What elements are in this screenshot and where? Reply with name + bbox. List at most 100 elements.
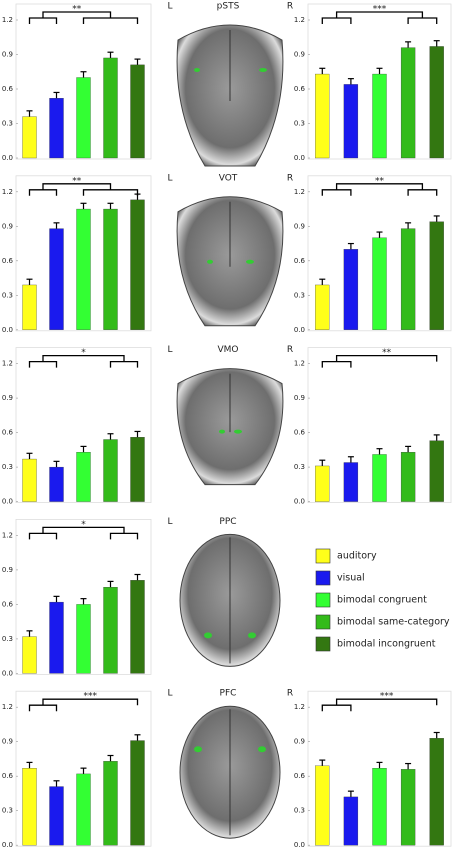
bar [49, 98, 64, 159]
significance: ** [72, 176, 82, 186]
y-tick-label: 0.6 [2, 772, 14, 780]
bar [343, 249, 359, 330]
y-tick-label: 0.9 [294, 51, 305, 59]
legend-swatch [315, 570, 331, 586]
bracket [28, 17, 58, 24]
plot-frame [307, 175, 452, 332]
activation [234, 429, 242, 434]
bar [343, 462, 359, 502]
bar [130, 64, 145, 159]
bar [315, 73, 330, 159]
significance: ** [375, 176, 385, 186]
y-tick-label: 0.3 [2, 807, 13, 815]
bar [372, 237, 387, 330]
bar [22, 458, 37, 502]
bracket [407, 189, 438, 196]
y-tick-label: 0.3 [2, 291, 13, 299]
bar [130, 199, 145, 330]
y-tick-label: 0.6 [2, 429, 14, 437]
y-tick-label: 0.0 [2, 669, 13, 677]
legend-label: visual [337, 573, 365, 584]
activation [194, 746, 202, 753]
legend-label: bimodal congruent [337, 595, 427, 606]
hemisphere-label: L [167, 517, 172, 527]
y-tick-label: 0.3 [2, 463, 13, 471]
activation [194, 68, 200, 72]
y-tick-label: 0.3 [2, 120, 13, 128]
y-tick-label: 0.6 [2, 600, 14, 608]
bracket [42, 11, 112, 18]
y-tick-label: 0.0 [294, 841, 305, 849]
y-tick-label: 0.0 [294, 326, 305, 334]
y-tick-label: 0.9 [294, 738, 305, 746]
bracket [42, 526, 125, 534]
bar [315, 284, 330, 330]
y-tick-label: 0.6 [294, 257, 306, 265]
y-tick-label: 0.3 [294, 807, 305, 815]
bar [372, 454, 387, 502]
bar [22, 768, 37, 846]
significance: ** [72, 5, 82, 15]
bar [400, 451, 416, 502]
y-tick-label: 0.0 [294, 154, 305, 162]
significance: * [81, 348, 86, 358]
plot-frame [307, 347, 452, 504]
bracket [335, 354, 438, 362]
bracket [28, 532, 58, 540]
significance: ** [382, 348, 392, 358]
bar [400, 47, 416, 159]
bracket [28, 360, 58, 368]
y-tick-label: 0.6 [294, 429, 306, 437]
plot-frame [15, 3, 152, 160]
plot-frame [15, 347, 152, 504]
y-tick-label: 0.9 [2, 738, 13, 746]
y-tick-label: 1.2 [2, 360, 13, 368]
y-tick-label: 0.6 [2, 85, 14, 93]
bar [343, 84, 359, 159]
bracket [335, 183, 424, 190]
hemisphere-label: R [287, 2, 293, 12]
bar [49, 228, 64, 330]
bar [429, 738, 444, 846]
bracket [407, 17, 438, 24]
y-tick-label: 0.0 [2, 841, 13, 849]
bar [49, 466, 64, 502]
y-tick-label: 0.6 [294, 85, 306, 93]
bar [130, 580, 145, 674]
bar [103, 587, 118, 674]
plot-frame [15, 690, 152, 847]
bracket [321, 704, 352, 712]
hemisphere-label: L [167, 689, 172, 699]
bracket [28, 189, 58, 196]
hemisphere-label: L [167, 345, 172, 355]
y-tick-label: 0.9 [2, 222, 13, 230]
significance: *** [84, 692, 98, 702]
y-tick-label: 1.2 [294, 188, 305, 196]
bar [76, 77, 91, 159]
y-tick-label: 0.9 [294, 222, 305, 230]
bar [372, 768, 387, 846]
bar [76, 604, 91, 674]
hemisphere-label: R [287, 173, 293, 183]
y-tick-label: 0.3 [294, 463, 305, 471]
plot-frame [307, 3, 452, 160]
significance: *** [380, 692, 394, 702]
y-tick-label: 0.9 [2, 394, 13, 402]
activation [219, 429, 225, 434]
bar [400, 769, 416, 846]
y-tick-label: 0.6 [2, 257, 14, 265]
y-tick-label: 0.3 [294, 120, 305, 128]
bar [315, 765, 330, 846]
bar [76, 208, 91, 330]
y-tick-label: 0.6 [294, 772, 306, 780]
y-tick-label: 0.3 [294, 291, 305, 299]
y-tick-label: 1.2 [294, 703, 305, 711]
y-tick-label: 1.2 [2, 531, 13, 539]
legend-swatch [315, 548, 331, 564]
bar [103, 208, 118, 330]
bracket [42, 183, 112, 190]
legend-label: auditory [337, 551, 377, 562]
bracket [335, 11, 424, 18]
hemisphere-label: L [167, 173, 172, 183]
activation [248, 632, 256, 639]
